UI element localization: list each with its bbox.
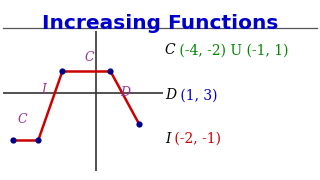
Text: C: C bbox=[85, 51, 94, 64]
Text: I: I bbox=[165, 132, 170, 146]
Text: D: D bbox=[121, 87, 131, 100]
Text: C: C bbox=[165, 43, 175, 57]
Text: C: C bbox=[18, 113, 27, 126]
Text: (-4, -2) U (-1, 1): (-4, -2) U (-1, 1) bbox=[175, 43, 289, 57]
Text: (1, 3): (1, 3) bbox=[176, 88, 217, 102]
Text: I: I bbox=[41, 83, 46, 96]
Text: Increasing Functions: Increasing Functions bbox=[42, 14, 278, 33]
Text: D: D bbox=[165, 88, 176, 102]
Text: (-2, -1): (-2, -1) bbox=[170, 132, 221, 146]
